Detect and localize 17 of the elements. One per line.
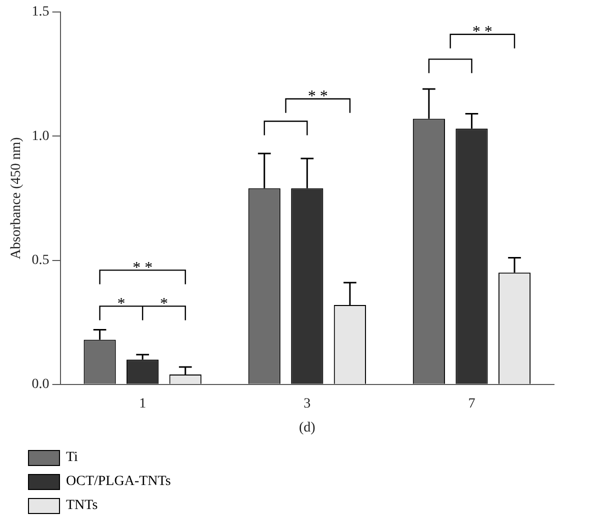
y-axis-title: Absorbance (450 nm) bbox=[9, 136, 24, 260]
x-tick-label: 3 bbox=[304, 396, 311, 412]
x-tick-label: 1 bbox=[139, 396, 146, 412]
y-tick-label: 1.5 bbox=[32, 4, 50, 20]
legend-label: Ti bbox=[66, 450, 78, 466]
y-tick-label: 0.5 bbox=[32, 252, 50, 268]
annotation: * * bbox=[472, 24, 492, 41]
legend-label: OCT/PLGA-TNTs bbox=[66, 474, 171, 490]
annotation: * * bbox=[132, 259, 153, 276]
y-tick-label: 1.0 bbox=[32, 128, 50, 144]
annotation: * bbox=[160, 295, 168, 312]
annotation: * * bbox=[308, 88, 328, 106]
legend-label: TNTs bbox=[66, 498, 98, 514]
x-tick-label: 7 bbox=[468, 396, 476, 412]
annotation: * bbox=[117, 295, 126, 312]
x-axis-title: (d) bbox=[298, 420, 316, 436]
y-tick-label: 0.0 bbox=[32, 377, 50, 392]
